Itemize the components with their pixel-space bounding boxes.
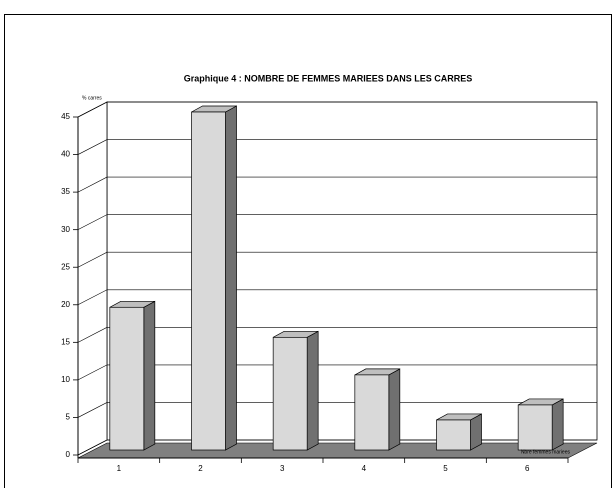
x-tick-label: 5: [443, 464, 448, 473]
bar: [109, 306, 145, 451]
back-wall: [106, 101, 598, 441]
x-tick-label: 6: [525, 464, 530, 473]
grid-line: [77, 439, 597, 456]
bar-side: [551, 398, 564, 451]
grid-line: [77, 402, 597, 418]
grid-line: [77, 139, 597, 155]
bar: [436, 419, 471, 451]
y-tick-label: 30: [61, 225, 70, 234]
bar-side: [306, 330, 319, 451]
grid-line: [77, 364, 597, 381]
grid-line: [77, 251, 597, 268]
y-tick-label: 15: [61, 337, 70, 346]
bar-side: [143, 300, 156, 451]
x-axis-label: Nbre femmes mariees: [521, 449, 571, 455]
bar: [272, 336, 308, 451]
x-tick-label: 3: [280, 464, 285, 473]
grid-line: [77, 214, 597, 230]
y-tick-label: 5: [66, 413, 71, 422]
grid-line: [77, 176, 597, 193]
bar: [517, 404, 553, 451]
x-tick-label: 4: [362, 464, 367, 473]
y-tick-label: 45: [61, 112, 70, 121]
x-tick-label: 1: [117, 464, 122, 473]
grid-line: [77, 289, 597, 306]
y-tick-label: 10: [61, 375, 70, 384]
y-axis-label: % carres: [82, 95, 102, 101]
bar: [354, 374, 390, 451]
x-tick-label: 2: [198, 464, 203, 473]
y-tick-label: 0: [66, 450, 71, 459]
y-tick-label: 25: [61, 262, 70, 271]
bar-side: [388, 368, 401, 451]
chart-title: Graphique 4 : NOMBRE DE FEMMES MARIEES D…: [184, 73, 473, 83]
grid-line: [77, 101, 597, 118]
y-tick-label: 40: [61, 150, 70, 159]
bar-side: [225, 105, 237, 451]
y-tick-label: 35: [61, 187, 70, 196]
y-tick-label: 20: [61, 300, 70, 309]
bar: [191, 111, 226, 451]
grid-line: [77, 327, 597, 343]
side-wall: [77, 101, 108, 456]
